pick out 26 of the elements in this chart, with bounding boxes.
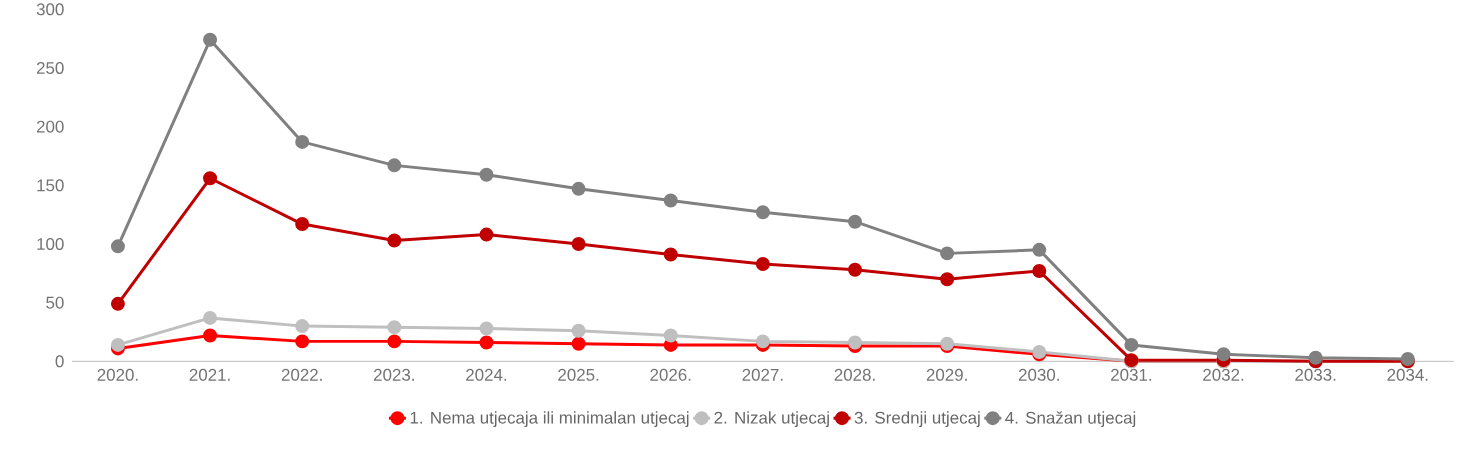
- y-tick-label: 0: [55, 355, 64, 368]
- y-tick-label: 200: [36, 120, 64, 133]
- y-tick-label: 250: [36, 61, 64, 74]
- legend-label: 1. Nema utjecaja ili minimalan utjecaj: [410, 411, 689, 427]
- x-tick-label: 2027.: [742, 368, 783, 381]
- y-tick-label: 150: [37, 179, 64, 192]
- x-tick-label: 2022.: [281, 368, 322, 381]
- x-tick-label: 2030.: [1018, 368, 1059, 381]
- x-tick-label: 2034.: [1387, 368, 1428, 381]
- x-tick-label: 2026.: [650, 368, 691, 381]
- x-tick-label: 2024.: [466, 368, 507, 381]
- x-tick-label: 2020.: [97, 368, 138, 381]
- x-tick-label: 2033.: [1295, 368, 1336, 381]
- x-tick-label: 2029.: [926, 368, 967, 381]
- y-tick-label: 100: [37, 237, 64, 250]
- legend-label: 3. Srednji utjecaj: [854, 411, 980, 427]
- x-tick-label: 2021.: [189, 368, 230, 381]
- y-tick-label: 300: [36, 3, 64, 16]
- x-tick-label: 2023.: [374, 368, 414, 381]
- x-tick-label: 2032.: [1203, 368, 1244, 381]
- x-tick-label: 2031.: [1111, 368, 1152, 381]
- legend-label: 4. Snažan utjecaj: [1005, 411, 1136, 427]
- y-tick-label: 50: [46, 296, 64, 309]
- x-tick-label: 2028.: [834, 368, 875, 381]
- legend-label: 2. Nizak utjecaj: [714, 411, 829, 427]
- x-tick-label: 2025.: [558, 368, 599, 381]
